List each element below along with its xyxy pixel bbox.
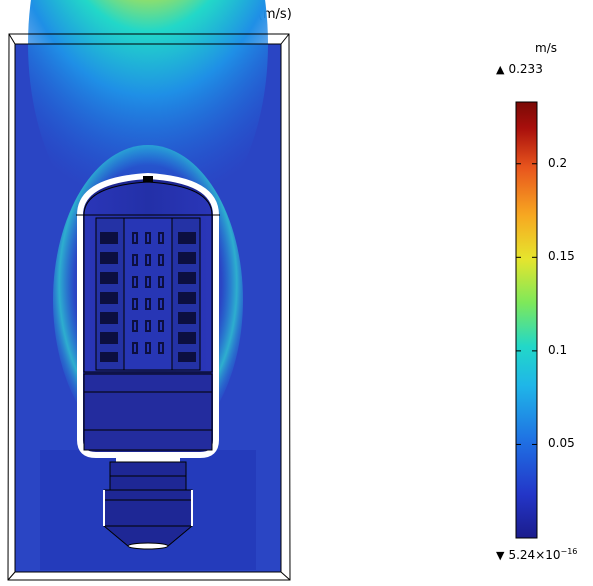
colorbar-tick-label: 0.2 (548, 155, 568, 170)
colorbar-max: ▲ 0.233 (496, 62, 543, 76)
bulb-base (83, 373, 213, 451)
colorbar-ticks (516, 163, 537, 445)
colorbar-tick-label: 0.15 (548, 249, 575, 264)
colorbar-max-label: 0.233 (508, 62, 543, 76)
colorbar-unit: m/s (535, 41, 557, 55)
domain-frame (7, 33, 291, 581)
center-chips (132, 232, 164, 354)
cap-tip (127, 542, 169, 550)
top-cap (143, 176, 153, 182)
colorbar-tick-label: 0.1 (548, 342, 568, 357)
led-chips (100, 232, 196, 362)
colorbar-min: ▼ 5.24×10−16 (496, 547, 577, 562)
colorbar-min-exponent: −16 (560, 547, 578, 556)
max-triangle-icon: ▲ (496, 63, 505, 76)
min-triangle-icon: ▼ (496, 549, 505, 562)
colorbar-min-label: 5.24×10 (508, 548, 561, 562)
colorbar (515, 101, 538, 539)
screw-cap (102, 457, 194, 547)
colorbar-tick-label: 0.05 (548, 436, 575, 451)
